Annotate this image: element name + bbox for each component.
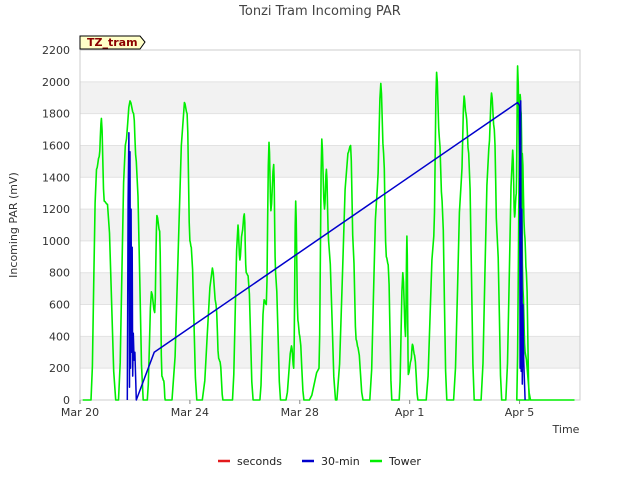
y-tick-label: 2200	[42, 44, 70, 57]
x-axis-ticks: Mar 20 Mar 24 Mar 28 Apr 1 Apr 5	[61, 400, 534, 419]
series-line-tower	[82, 65, 575, 401]
y-tick-label: 1000	[42, 235, 70, 248]
y-tick-label: 1200	[42, 203, 70, 216]
badge-label: TZ_tram	[87, 36, 138, 49]
x-axis-label: Time	[552, 423, 580, 436]
y-tick-label: 1800	[42, 108, 70, 121]
y-axis-ticks: 0 200 400 600 800 1000 1200 1400 1600 1800 2000 220…	[42, 44, 70, 407]
legend-label-seconds: seconds	[237, 455, 282, 468]
station-badge: TZ_tram	[79, 35, 146, 50]
x-tick-label: Apr 1	[395, 406, 425, 419]
y-axis-label: Incoming PAR (mV)	[7, 172, 20, 278]
legend-label-30-min: 30-min	[321, 455, 360, 468]
series-layer	[82, 65, 575, 401]
y-tick-label: 800	[49, 267, 70, 280]
y-tick-label: 600	[49, 299, 70, 312]
grid-band	[80, 336, 580, 369]
badge-shape	[79, 35, 146, 50]
legend: seconds 30-min Tower	[218, 455, 421, 468]
chart-title: Tonzi Tram Incoming PAR	[238, 4, 401, 19]
grid-band	[80, 209, 580, 241]
legend-label-tower: Tower	[388, 455, 421, 468]
grid-band	[80, 81, 580, 114]
x-tick-label: Mar 24	[171, 406, 209, 419]
y-tick-label: 400	[49, 330, 70, 343]
y-tick-label: 1400	[42, 171, 70, 184]
series-line-30-min	[126, 100, 526, 401]
grid-band	[80, 145, 580, 178]
x-tick-label: Mar 28	[281, 406, 319, 419]
x-tick-label: Apr 5	[505, 406, 535, 419]
y-tick-label: 1600	[42, 139, 70, 152]
y-tick-label: 0	[63, 394, 70, 407]
plot-area	[79, 49, 581, 401]
x-tick-label: Mar 20	[61, 406, 99, 419]
y-tick-label: 2000	[42, 76, 70, 89]
y-tick-label: 200	[49, 362, 70, 375]
